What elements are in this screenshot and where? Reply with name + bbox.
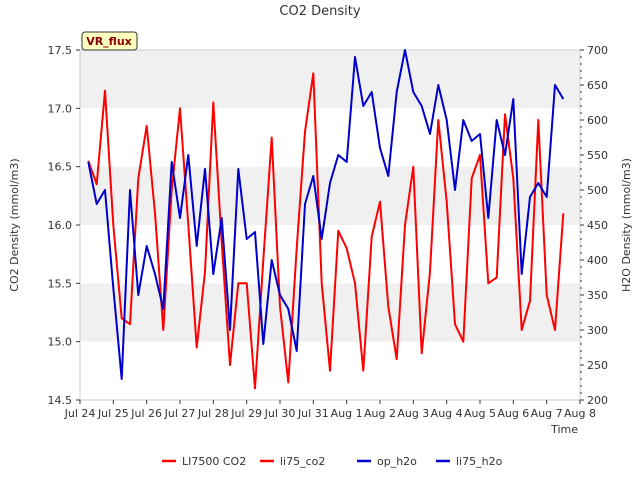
- x-tick-label: Jul 30: [264, 407, 296, 420]
- x-tick-label: Aug 4: [431, 407, 463, 420]
- series-lines: [87, 49, 565, 390]
- y2-tick-label: 450: [587, 219, 608, 232]
- x-tick-label: Aug 1: [331, 407, 363, 420]
- series-line-li75-co2: [87, 72, 565, 390]
- y2-tick-label: 350: [587, 289, 608, 302]
- x-tick-label: Aug 3: [397, 407, 429, 420]
- x-tick-label: Jul 24: [64, 407, 96, 420]
- y2-tick-label: 500: [587, 184, 608, 197]
- y-axis-right: 200 250 300 350 400 450 500 550 600 650 700: [580, 44, 608, 407]
- x-tick-label: Jul 26: [130, 407, 162, 420]
- legend: LI7500 CO2 li75_co2 op_h2o li75_h2o: [162, 455, 503, 468]
- legend-label: li75_h2o: [456, 455, 503, 468]
- y2-tick-label: 700: [587, 44, 608, 57]
- y-axis-left: 14.5 15.0 15.5 16.0 16.5 17.0 17.5: [48, 44, 80, 407]
- grid-band: [80, 50, 580, 109]
- x-axis: Jul 24 Jul 25 Jul 26 Jul 27 Jul 28 Jul 29 Jul …: [64, 400, 596, 420]
- x-tick-label: Aug 7: [531, 407, 563, 420]
- y-tick-label: 17.0: [48, 102, 73, 115]
- legend-label: li75_co2: [280, 455, 325, 468]
- x-tick-label: Aug 6: [497, 407, 529, 420]
- y2-axis-label: H2O Density (mmol/m3): [620, 158, 633, 292]
- vr-flux-annotation: VR_flux: [81, 31, 138, 51]
- y2-tick-label: 600: [587, 114, 608, 127]
- x-tick-label: Aug 2: [364, 407, 396, 420]
- x-tick-label: Aug 5: [464, 407, 496, 420]
- y2-tick-label: 300: [587, 324, 608, 337]
- x-tick-label: Jul 28: [197, 407, 229, 420]
- vr-flux-annotation-text: VR_flux: [86, 35, 132, 48]
- y-tick-label: 17.5: [48, 44, 73, 57]
- y2-tick-label: 400: [587, 254, 608, 267]
- y-tick-label: 14.5: [48, 394, 73, 407]
- y2-tick-label: 200: [587, 394, 608, 407]
- x-tick-label: Aug 8: [564, 407, 596, 420]
- x-tick-label: Jul 27: [164, 407, 196, 420]
- grid-band: [80, 283, 580, 342]
- legend-label: LI7500 CO2: [182, 455, 246, 468]
- series-line-li75-h2o: [87, 49, 565, 380]
- x-axis-label: Time: [550, 423, 578, 436]
- x-tick-label: Jul 25: [97, 407, 129, 420]
- grid-band: [80, 108, 580, 167]
- y2-tick-label: 550: [587, 149, 608, 162]
- chart-title: CO2 Density: [279, 4, 360, 19]
- y2-tick-label: 650: [587, 79, 608, 92]
- y2-tick-label: 250: [587, 359, 608, 372]
- grid-bands: [80, 50, 580, 400]
- y-tick-label: 16.5: [48, 161, 73, 174]
- y-tick-label: 15.0: [48, 336, 73, 349]
- x-tick-label: Jul 31: [297, 407, 329, 420]
- y-tick-label: 16.0: [48, 219, 73, 232]
- grid-band: [80, 166, 580, 225]
- y-axis-label: CO2 Density (mmol/m3): [8, 158, 21, 291]
- legend-label: op_h2o: [377, 455, 417, 468]
- x-tick-label: Jul 29: [230, 407, 262, 420]
- y-tick-label: 15.5: [48, 277, 73, 290]
